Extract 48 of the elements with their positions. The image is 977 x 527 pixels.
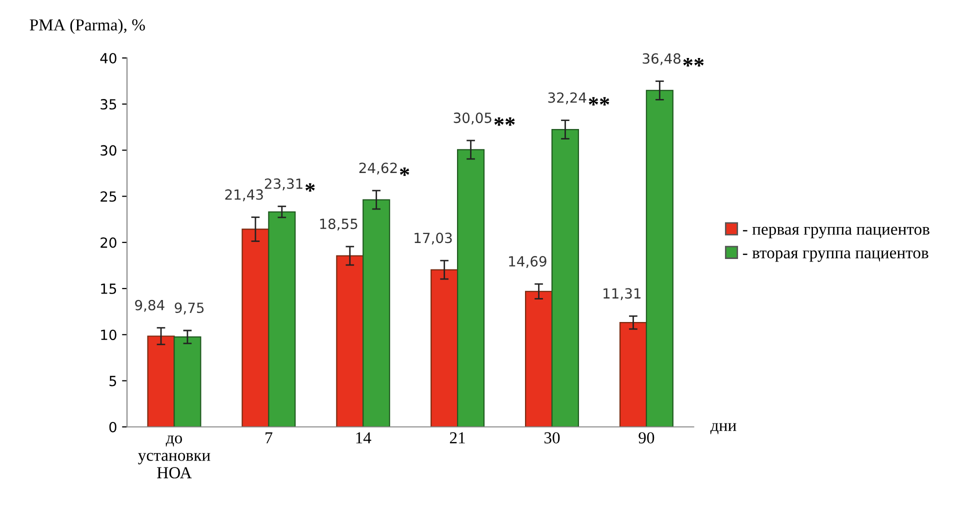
x-tick-label: 90	[638, 432, 654, 444]
annotation: *	[400, 167, 410, 176]
bar	[646, 90, 674, 427]
x-tick-label: 30	[544, 432, 560, 444]
data-label: 30,05	[454, 112, 492, 124]
annotation: **	[494, 117, 515, 126]
bar	[362, 199, 390, 427]
y-axis-title: РМА (Parma), %	[30, 18, 145, 34]
annotation: **	[683, 58, 704, 66]
data-label: 17,03	[414, 232, 452, 245]
x-tick-label: 7	[266, 432, 272, 444]
bar	[457, 149, 485, 427]
y-tick-label: 40	[100, 52, 116, 64]
data-label: 14,69	[509, 256, 546, 268]
bar	[525, 290, 553, 427]
y-tick-label: 35	[100, 99, 116, 110]
y-tick-label: 25	[100, 191, 116, 202]
x-tick-label: 21	[450, 432, 465, 444]
data-label: 9,75	[174, 302, 204, 314]
bar	[147, 336, 175, 427]
legend-label: - первая группа пациентов	[742, 226, 930, 238]
x-tick-label: 14	[356, 432, 372, 444]
data-label: 21,43	[225, 189, 263, 202]
y-tick-label: 30	[100, 145, 116, 156]
data-label: 9,84	[135, 300, 164, 312]
bar	[619, 322, 648, 427]
bar	[268, 211, 296, 427]
bar	[430, 269, 458, 427]
y-tick-label: 10	[101, 330, 116, 340]
bar	[336, 255, 364, 427]
x-axis-title: дни	[710, 423, 736, 434]
bar	[551, 128, 580, 427]
data-label: 11,31	[604, 288, 640, 300]
y-tick-label: 5	[110, 376, 116, 386]
data-label: 36,48	[642, 53, 680, 66]
annotation: *	[305, 183, 315, 192]
bar	[242, 228, 270, 427]
y-tick-label: 15	[101, 284, 116, 294]
y-tick-label: 20	[100, 237, 116, 248]
legend-label: - вторая группа пациентов	[742, 250, 928, 262]
annotation: **	[588, 97, 610, 106]
data-label: 32,24	[548, 92, 586, 104]
data-label: 18,55	[320, 218, 358, 231]
x-tick-label: до установки НОА	[138, 435, 210, 478]
y-tick-label: 0	[109, 422, 116, 432]
data-label: 24,62	[359, 162, 397, 175]
bar	[174, 336, 202, 427]
data-label: 23,31	[264, 178, 302, 190]
